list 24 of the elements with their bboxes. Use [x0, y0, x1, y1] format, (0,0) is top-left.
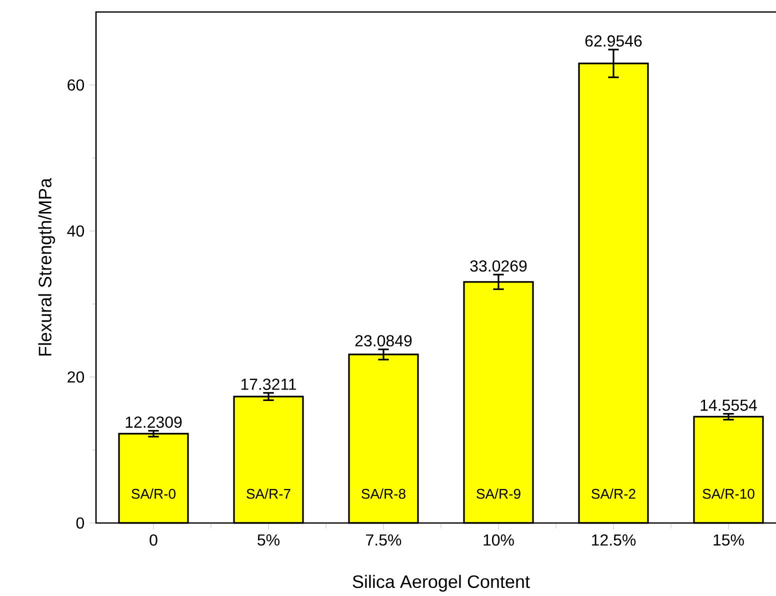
data-label: 12.2309 — [126, 416, 182, 428]
y-tick-label: 40 — [67, 225, 84, 237]
annotation: SA/R-10 — [702, 488, 754, 499]
x-tick-label: 10% — [484, 534, 514, 546]
y-tick-label: 20 — [68, 371, 84, 383]
y-axis-title: Flexural Strength/MPa — [38, 178, 56, 356]
data-label: 14.5554 — [700, 400, 757, 411]
x-tick-label: 12.5% — [592, 534, 636, 546]
x-tick-label: 5% — [258, 534, 280, 546]
x-tick-label: 7.5% — [366, 534, 402, 546]
data-label: 17.3211 — [241, 378, 296, 390]
data-label: 33.0269 — [470, 260, 527, 272]
annotation: SA/R-7 — [246, 488, 290, 499]
annotation: SA/R-8 — [362, 488, 406, 499]
data-label: 62.9546 — [585, 35, 642, 47]
annotation: SA/R-9 — [476, 488, 520, 499]
annotation: SA/R-2 — [592, 488, 636, 499]
x-axis-title: Silica Aerogel Content — [352, 574, 530, 592]
y-tick-label: 60 — [68, 79, 84, 91]
annotation: SA/R-0 — [132, 488, 176, 499]
x-tick-label: 15% — [714, 534, 744, 546]
x-tick-label: 0 — [150, 534, 158, 546]
y-tick-label: 0 — [76, 517, 84, 529]
data-label: 23.0849 — [355, 335, 412, 346]
